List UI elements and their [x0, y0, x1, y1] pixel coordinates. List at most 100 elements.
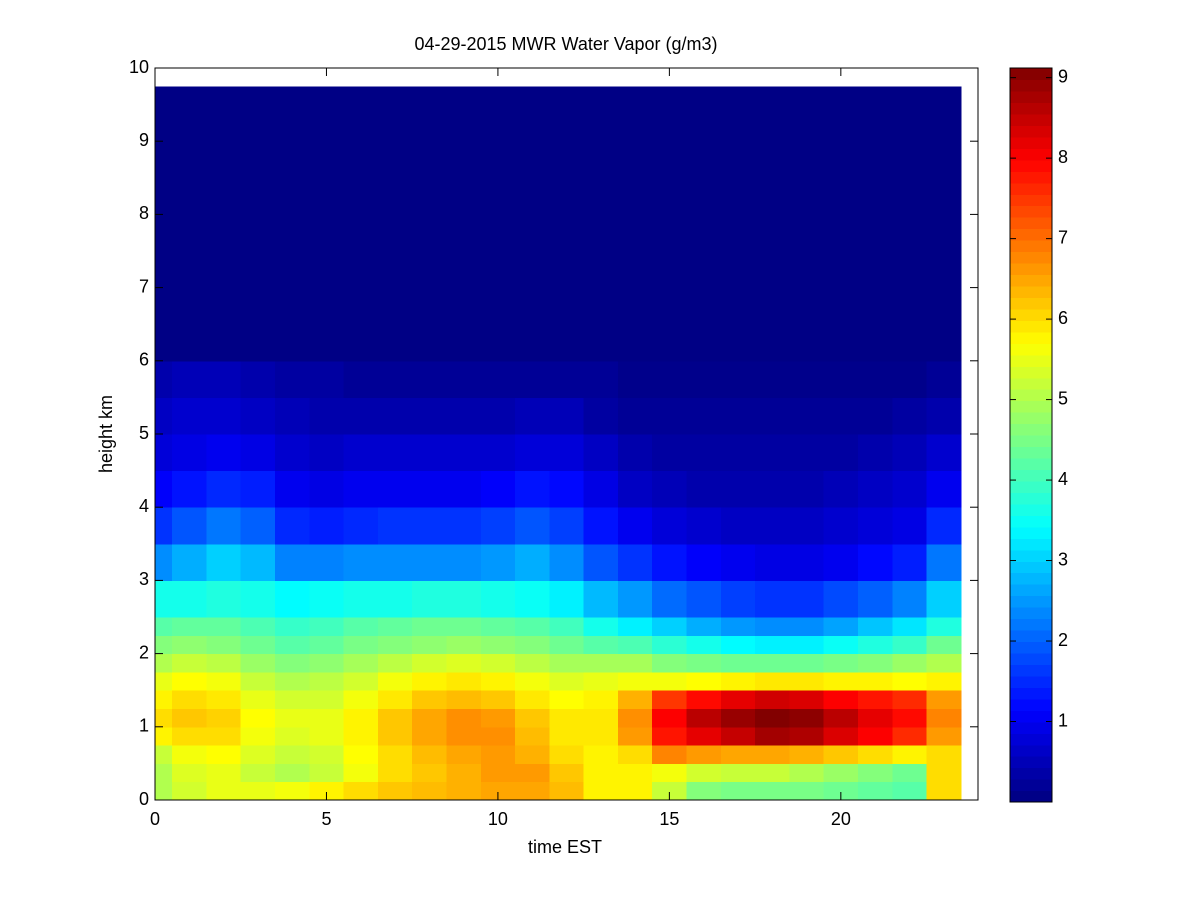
heat-cell [275, 580, 310, 618]
heat-cell [823, 635, 859, 655]
heat-cell [412, 745, 447, 764]
heat-cell [755, 745, 790, 764]
heat-cell [377, 543, 413, 581]
heat-cell [343, 653, 379, 673]
heat-cell [240, 617, 276, 636]
heat-cell [720, 635, 756, 655]
heat-cell [720, 86, 756, 362]
heat-cell [617, 580, 653, 618]
x-tick-label: 15 [659, 809, 679, 829]
heat-cell [480, 763, 516, 783]
heat-cell [515, 507, 550, 545]
heat-cell [823, 86, 859, 362]
heat-cell [720, 726, 756, 746]
heat-cell [857, 745, 893, 764]
heat-cell [309, 781, 345, 801]
colorbar-step [1010, 721, 1052, 734]
heat-cell [309, 617, 345, 636]
heat-cell [412, 507, 447, 545]
heat-cell [549, 360, 585, 398]
heat-cell [617, 617, 653, 636]
heat-cell [275, 690, 310, 709]
heat-cell [892, 690, 928, 709]
heat-cell [857, 635, 893, 655]
heat-cell [155, 671, 173, 691]
heat-cell [309, 360, 345, 398]
colorbar-step [1010, 68, 1052, 81]
heat-cell [275, 635, 310, 655]
heat-cell [412, 580, 447, 618]
heat-cell [343, 781, 379, 801]
heat-cell [377, 580, 413, 618]
heat-cell [480, 507, 516, 545]
heat-cell [240, 726, 276, 746]
heat-cell [823, 745, 859, 764]
heat-cell [892, 781, 928, 801]
heat-cell [549, 781, 585, 801]
heat-cell [275, 543, 310, 581]
heat-cell [343, 360, 379, 398]
heat-cell [617, 470, 653, 508]
heat-cell [412, 763, 447, 783]
heat-cell [686, 543, 722, 581]
heat-cell [549, 690, 585, 709]
heat-cell [377, 434, 413, 472]
heat-cell [172, 745, 207, 764]
heat-cell [652, 708, 688, 728]
heat-cell [789, 470, 825, 508]
heat-cell [686, 653, 722, 673]
colorbar-step [1010, 400, 1052, 413]
heat-cell [755, 507, 790, 545]
heat-cell [857, 543, 893, 581]
heat-cell [343, 543, 379, 581]
heat-cell [686, 434, 722, 472]
heat-cell [480, 86, 516, 362]
heat-cell [652, 434, 688, 472]
heat-cell [446, 763, 482, 783]
heat-cell [617, 763, 653, 783]
heat-cell [755, 360, 790, 398]
heat-cell [446, 708, 482, 728]
heat-cell [446, 617, 482, 636]
heat-cell [377, 635, 413, 655]
heat-cell [755, 635, 790, 655]
heat-cell [789, 726, 825, 746]
heat-cell [720, 745, 756, 764]
heat-cell [686, 671, 722, 691]
heat-cell [446, 397, 482, 435]
colorbar-step [1010, 102, 1052, 115]
heat-cell [309, 763, 345, 783]
heat-cell [515, 708, 550, 728]
heat-cell [652, 671, 688, 691]
colorbar-step [1010, 240, 1052, 253]
heat-cell [755, 708, 790, 728]
heat-cell [412, 671, 447, 691]
heat-cell [857, 507, 893, 545]
heat-cell [206, 671, 242, 691]
heat-cell [172, 653, 207, 673]
colorbar-tick-label: 5 [1058, 388, 1068, 408]
heat-cell [926, 360, 962, 398]
colorbar-step [1010, 538, 1052, 551]
heat-cell [686, 617, 722, 636]
heat-cell [720, 543, 756, 581]
heat-cell [240, 507, 276, 545]
heat-cell [446, 726, 482, 746]
heat-cell [652, 781, 688, 801]
colorbar-step [1010, 435, 1052, 448]
heat-cell [892, 653, 928, 673]
colorbar-step [1010, 228, 1052, 241]
colorbar-step [1010, 779, 1052, 792]
colorbar-step [1010, 217, 1052, 230]
heat-cell [155, 507, 173, 545]
heat-cell [857, 580, 893, 618]
heat-cell [446, 434, 482, 472]
heat-cell [515, 360, 550, 398]
heat-cell [275, 507, 310, 545]
heat-cell [583, 360, 619, 398]
heat-cell [617, 671, 653, 691]
heat-cell [755, 653, 790, 673]
heat-cell [823, 397, 859, 435]
heat-cell [206, 726, 242, 746]
y-tick-label: 8 [139, 203, 149, 223]
